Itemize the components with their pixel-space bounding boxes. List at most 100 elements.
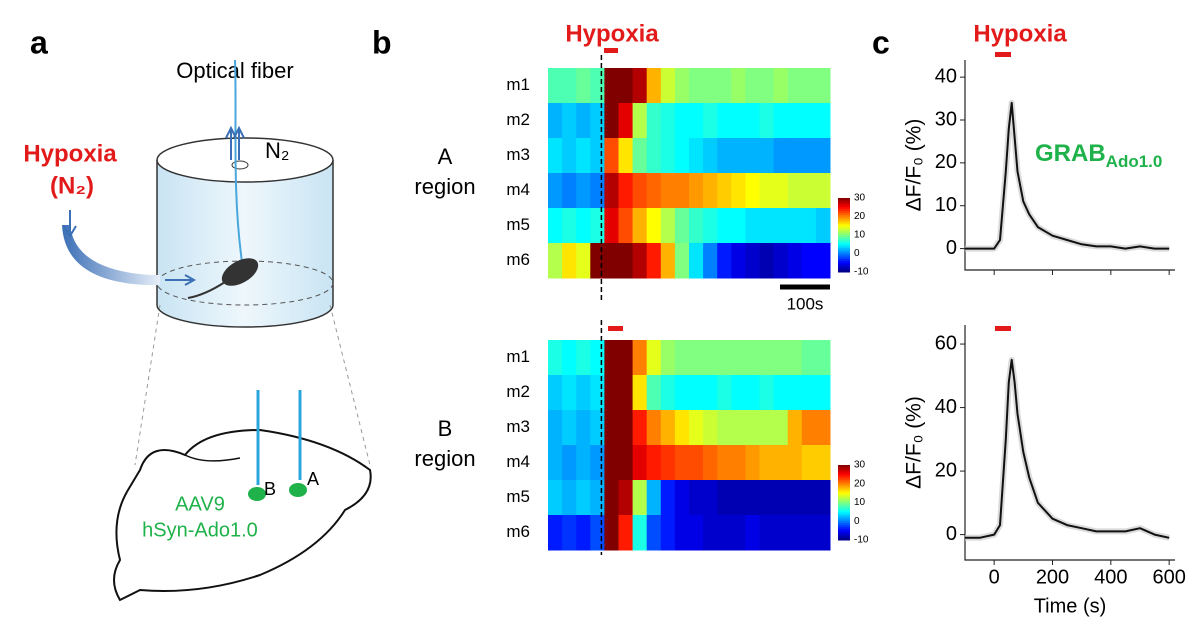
heat-cell [632,340,648,376]
heat-cell [801,445,817,481]
colorbar-step [838,227,850,230]
colorbar-step [838,220,850,223]
heat-cell [674,410,690,446]
heat-cell [646,515,662,551]
site-label: A [307,469,319,489]
heat-cell [787,445,803,481]
colorbar-step [838,268,850,271]
heat-cell [618,340,634,376]
colorbar-step [838,223,850,227]
colorbar-tick: 0 [854,248,860,259]
heat-cell [562,138,577,174]
heat-cell [759,103,775,139]
heat-cell [717,68,732,104]
heat-cell [576,243,591,279]
heat-cell [731,138,746,174]
heat-cell [731,173,746,209]
colorbar-step [838,489,850,492]
colorbar-tick: -10 [854,535,869,546]
heat-cell [717,410,732,446]
region-label: region [414,174,475,199]
heat-cell [632,375,648,411]
colorbar-step [838,478,850,481]
colorbar-step [838,528,850,532]
heat-cell [660,340,676,376]
heat-cell [674,480,690,516]
heat-cell [674,243,690,279]
x-tick-label: 600 [1152,566,1185,588]
colorbar-step [838,216,850,219]
heat-cell [576,138,591,174]
heat-cell [759,138,775,174]
heat-cell [618,68,634,104]
heat-cell [787,208,803,244]
heat-cell [703,68,718,104]
heat-cell [703,173,718,209]
heat-cell [590,208,605,244]
heat-cell [815,375,831,411]
colorbar-step [838,468,850,472]
heat-cell [759,480,775,516]
heat-cell [674,103,690,139]
colorbar-step [838,244,850,247]
colorbar-step [838,465,850,468]
heat-cell [689,138,704,174]
heat-cell [590,103,605,139]
heat-cell [618,480,634,516]
heat-cell [548,375,563,411]
heat-cell [745,103,760,139]
hypoxia-label: Hypoxia [23,140,117,167]
colorbar-step [838,259,850,262]
colorbar-step [838,209,850,212]
panel-label: b [372,24,392,60]
heat-cell [646,208,662,244]
row-label: m1 [506,75,530,94]
heat-cell [745,480,760,516]
colorbar-step [838,530,850,533]
heat-cell [759,173,775,209]
heat-cell [689,340,704,376]
heat-cell [689,208,704,244]
heat-cell [590,375,605,411]
heat-cell [646,410,662,446]
colorbar-step [838,481,850,485]
colorbar-step [838,225,850,229]
heat-cell [773,173,789,209]
heat-cell [731,375,746,411]
heat-cell [717,445,732,481]
colorbar-step [838,504,850,507]
heat-cell [590,68,605,104]
heat-cell [632,515,648,551]
heat-cell [646,480,662,516]
heat-cell [759,68,775,104]
heat-cell [562,480,577,516]
heat-cell [773,243,789,279]
row-label: m4 [506,180,530,199]
scale-bar-label: 100s [787,294,824,313]
y-tick-label: 20 [935,459,957,481]
heat-cell [660,243,676,279]
heat-cell [604,173,619,209]
site-label: B [264,479,276,499]
heat-cell [773,340,789,376]
heat-cell [703,480,718,516]
heat-cell [703,138,718,174]
heat-cell [618,138,634,174]
heat-cell [660,480,676,516]
heat-cell [745,68,760,104]
heat-cell [576,480,591,516]
heat-cell [759,340,775,376]
heat-cell [562,340,577,376]
colorbar-step [838,480,850,483]
heat-cell [576,208,591,244]
heat-cell [689,173,704,209]
colorbar-step [838,210,850,214]
colorbar-step [838,255,850,258]
heat-cell [759,515,775,551]
heat-cell [604,375,619,411]
colorbar-step [838,515,850,518]
heat-cell [604,445,619,481]
colorbar-tick: 30 [854,193,866,204]
heat-cell [787,243,803,279]
row-label: m3 [506,145,530,164]
